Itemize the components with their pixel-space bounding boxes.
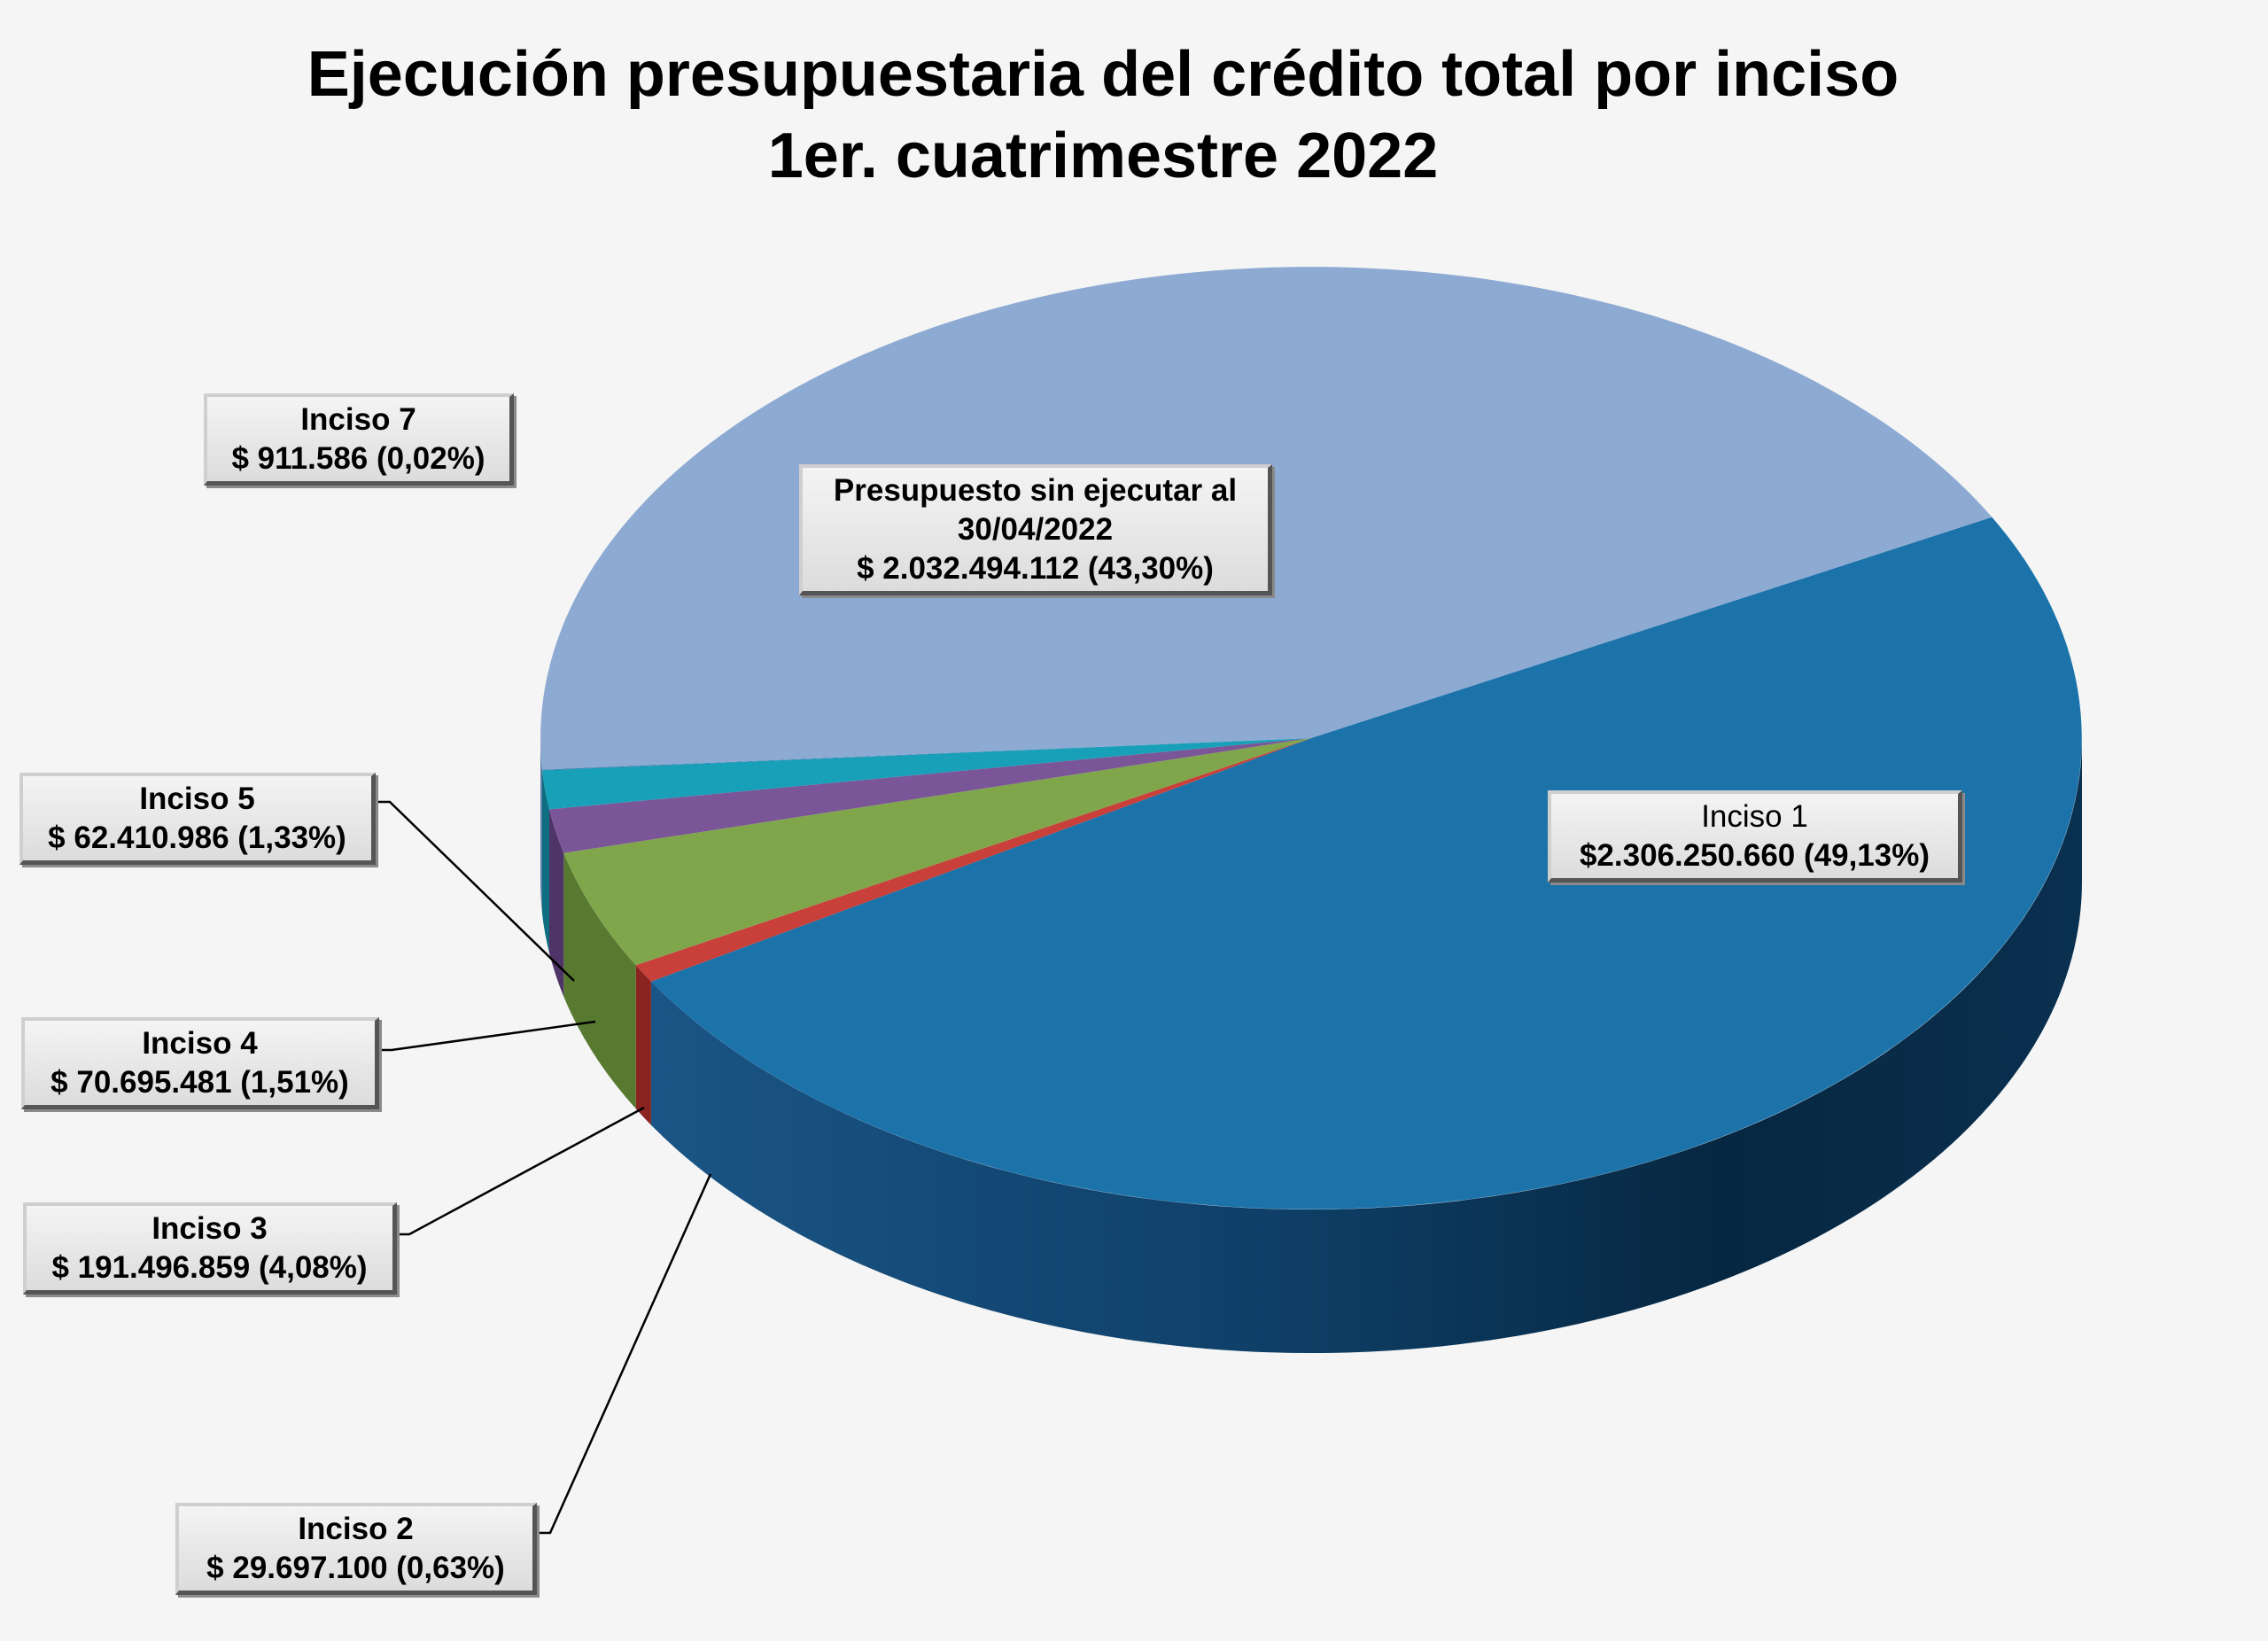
pie-slice-inciso3 (563, 738, 1311, 966)
data-label-inciso2: Inciso 2 $ 29.697.100 (0,63%) (175, 1503, 537, 1595)
data-label-name: Inciso 5 (139, 782, 255, 816)
data-label-value: $ 191.496.859 (4,08%) (51, 1250, 368, 1285)
data-label-sin-ejecutar: Presupuesto sin ejecutar al 30/04/2022 $… (799, 464, 1272, 595)
data-label-value: $ 70.695.481 (1,51%) (50, 1065, 349, 1100)
leader-line-inciso5 (375, 800, 575, 982)
data-label-inciso7: Inciso 7 $ 911.586 (0,02%) (204, 393, 514, 486)
data-label-name: Inciso 3 (151, 1211, 268, 1246)
data-label-inciso4: Inciso 4 $ 70.695.481 (1,51%) (21, 1017, 379, 1109)
chart-title: Ejecución presupuestaria del crédito tot… (307, 39, 1899, 110)
pie-slice-inciso4 (549, 738, 1311, 853)
data-label-value: $ 911.586 (0,02%) (231, 441, 485, 476)
pie-side-inciso4 (549, 809, 564, 997)
pie-side-inciso2 (635, 965, 651, 1125)
pie-side-sin_ejecutar (540, 738, 542, 914)
data-label-value: $ 29.697.100 (0,63%) (206, 1551, 505, 1585)
data-label-value: $ 2.032.494.112 (43,30%) (857, 551, 1214, 586)
data-label-name: Inciso 2 (298, 1512, 414, 1546)
pie-side-inciso3 (563, 852, 636, 1109)
pie-side-inciso1 (650, 738, 2082, 1354)
pie-slice-inciso7 (541, 738, 1311, 771)
pie-slice-inciso5 (542, 738, 1311, 810)
data-label-inciso3: Inciso 3 $ 191.496.859 (4,08%) (23, 1202, 397, 1295)
data-label-name: Inciso 4 (142, 1026, 258, 1061)
data-label-name: Inciso 1 (1701, 799, 1808, 834)
data-label-name: Inciso 7 (300, 402, 416, 437)
leader-line-inciso3 (395, 1106, 645, 1236)
pie-slice-inciso1 (650, 517, 2082, 1209)
leader-line-inciso2 (536, 1173, 712, 1535)
pie-top-face (540, 267, 2082, 1209)
chart-subtitle: 1er. cuatrimestre 2022 (768, 121, 1439, 191)
leader-lines (375, 800, 712, 1535)
data-label-inciso5: Inciso 5 $ 62.410.986 (1,33%) (19, 773, 376, 865)
pie-slice-inciso2 (635, 738, 1311, 982)
data-label-date: 30/04/2022 (957, 512, 1114, 547)
data-label-value: $2.306.250.660 (49,13%) (1579, 838, 1930, 873)
data-label-name: Presupuesto sin ejecutar al (833, 473, 1238, 508)
data-label-value: $ 62.410.986 (1,33%) (48, 820, 346, 855)
leader-line-inciso4 (377, 1020, 596, 1052)
pie-3d-side (540, 738, 2082, 1354)
data-label-inciso1: Inciso 1 $2.306.250.660 (49,13%) (1548, 790, 1962, 883)
pie-side-inciso5 (542, 770, 549, 953)
